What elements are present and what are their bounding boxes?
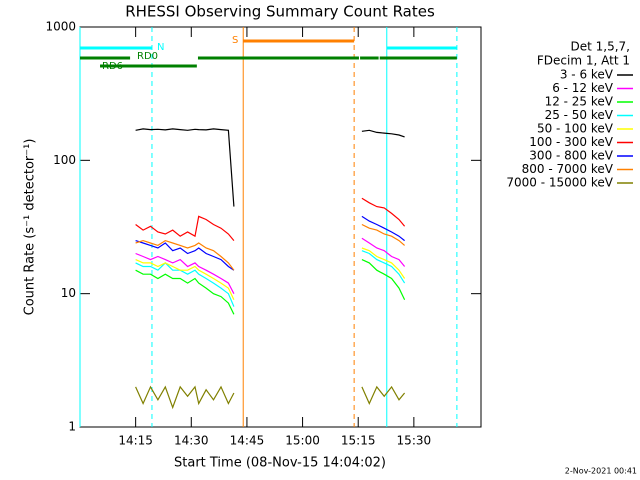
band-label: RD6 (102, 61, 123, 72)
series-line (135, 250, 406, 307)
y-tick-label: 100 (53, 153, 76, 167)
legend-label: 25 - 50 keV (545, 108, 614, 122)
series-line (135, 223, 405, 271)
legend-label: 300 - 800 keV (529, 149, 613, 163)
footer: 2-Nov-2021 00:41 (565, 467, 637, 476)
x-axis-label: Start Time (08-Nov-15 14:04:02) (174, 456, 386, 471)
legend-label: 50 - 100 keV (537, 122, 614, 136)
y-axis-label: Count Rate (s⁻¹ detector⁻¹) (23, 139, 38, 316)
legend-label: 12 - 25 keV (545, 95, 614, 109)
x-tick-label: 15:00 (285, 434, 320, 448)
legend-label: 6 - 12 keV (552, 81, 614, 95)
y-tick-label: 1 (68, 420, 76, 434)
legend-title: FDecim 1, Att 1 (537, 54, 630, 68)
y-tick-label: 1000 (45, 20, 76, 34)
legend-label: 800 - 7000 keV (522, 162, 614, 176)
y-tick-label: 10 (61, 286, 76, 300)
series-line (135, 247, 406, 301)
series-line (135, 259, 406, 315)
x-tick-label: 15:15 (341, 434, 376, 448)
band-label: RD0 (137, 51, 158, 62)
chart-title: RHESSI Observing Summary Count Rates (125, 3, 435, 21)
legend-label: 100 - 300 keV (529, 135, 613, 149)
series-line (135, 215, 405, 271)
series-line (135, 197, 406, 241)
series-line (135, 237, 406, 294)
legend-label: 3 - 6 keV (560, 68, 614, 82)
band-label: S (232, 35, 238, 46)
plot-frame (79, 26, 482, 428)
x-tick-label: 15:30 (397, 434, 432, 448)
band-label: N (157, 42, 164, 53)
legend-label: 7000 - 15000 keV (506, 176, 613, 190)
legend-title: Det 1,5,7, (571, 40, 631, 54)
x-tick-label: 14:30 (174, 434, 209, 448)
series-line (135, 128, 405, 207)
x-tick-label: 14:45 (230, 434, 265, 448)
x-tick-label: 14:15 (118, 434, 153, 448)
series-line (135, 385, 406, 410)
